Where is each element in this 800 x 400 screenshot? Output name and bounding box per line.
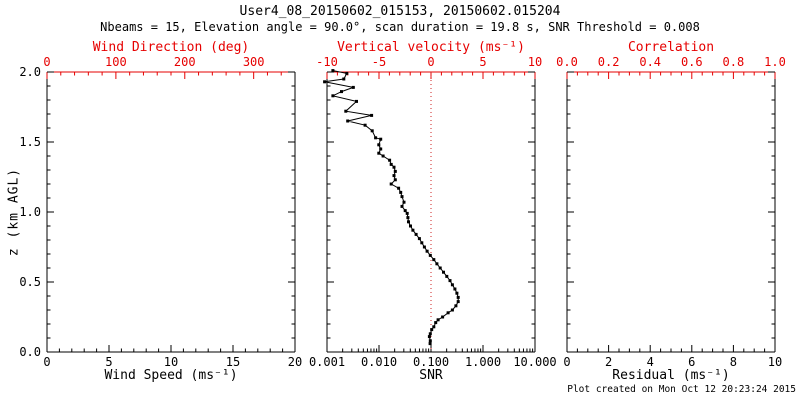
axis-title-snr: SNR xyxy=(419,368,443,383)
tick-label: 1.5 xyxy=(19,135,41,149)
tick-label: 10.000 xyxy=(513,355,556,369)
tick-label: 2.0 xyxy=(19,65,41,79)
tick-label: 15 xyxy=(226,355,240,369)
tick-label: 10 xyxy=(768,355,782,369)
tick-label: 300 xyxy=(243,55,265,69)
axis-title-altitude: z (km AGL) xyxy=(6,167,22,257)
tick-label: 0 xyxy=(427,55,434,69)
plot-created-timestamp: Plot created on Mon Oct 12 20:23:24 2015 xyxy=(567,384,796,395)
tick-label: 2 xyxy=(605,355,612,369)
panel-snr: 0.001 0.010 0.100 1.000 10.000 -10 -5 0 5 10 xyxy=(309,55,557,369)
tick-label: 5 xyxy=(479,55,486,69)
tick-label: 10 xyxy=(164,355,178,369)
tick-label: 8 xyxy=(730,355,737,369)
tick-label: 0 xyxy=(43,355,50,369)
tick-label: 6 xyxy=(688,355,695,369)
tick-label: 0.6 xyxy=(681,55,703,69)
tick-label: 0.5 xyxy=(19,275,41,289)
axis-title-residual: Residual (ms⁻¹) xyxy=(612,368,730,383)
tick-label: 10 xyxy=(528,55,542,69)
tick-label: 0.8 xyxy=(723,55,745,69)
figure-subtitle: Nbeams = 15, Elevation angle = 90.0°, sc… xyxy=(100,20,700,34)
axis-title-wind-direction: Wind Direction (deg) xyxy=(92,40,250,55)
tick-label: 5 xyxy=(105,355,112,369)
tick-label: 0.100 xyxy=(413,355,449,369)
tick-label: 200 xyxy=(174,55,196,69)
tick-label: 0.010 xyxy=(361,355,397,369)
panel-residual: 0 2 4 6 8 10 0.0 0.2 0.4 0.6 0.8 1.0 xyxy=(556,55,786,369)
tick-label: -10 xyxy=(316,55,338,69)
tick-label: 1.0 xyxy=(764,55,786,69)
tick-label: 0 xyxy=(563,355,570,369)
axis-title-vertical-velocity: Vertical velocity (ms⁻¹) xyxy=(337,40,525,55)
tick-label: 0.4 xyxy=(639,55,661,69)
tick-label: -5 xyxy=(372,55,386,69)
tick-label: 20 xyxy=(288,355,302,369)
tick-label: 0.001 xyxy=(309,355,345,369)
tick-label: 100 xyxy=(105,55,127,69)
tick-label: 1.000 xyxy=(465,355,501,369)
figure-title: User4_08_20150602_015153, 20150602.01520… xyxy=(239,4,561,19)
tick-label: 1.0 xyxy=(19,205,41,219)
tick-label: 0.2 xyxy=(598,55,620,69)
axis-title-wind-speed: Wind Speed (ms⁻¹) xyxy=(104,368,238,383)
tick-label: 4 xyxy=(647,355,654,369)
tick-label: 0.0 xyxy=(556,55,578,69)
axis-title-correlation: Correlation xyxy=(627,40,715,55)
tick-label: 0 xyxy=(43,55,50,69)
snr-profile-points xyxy=(323,69,460,346)
tick-label: 0.0 xyxy=(19,345,41,359)
